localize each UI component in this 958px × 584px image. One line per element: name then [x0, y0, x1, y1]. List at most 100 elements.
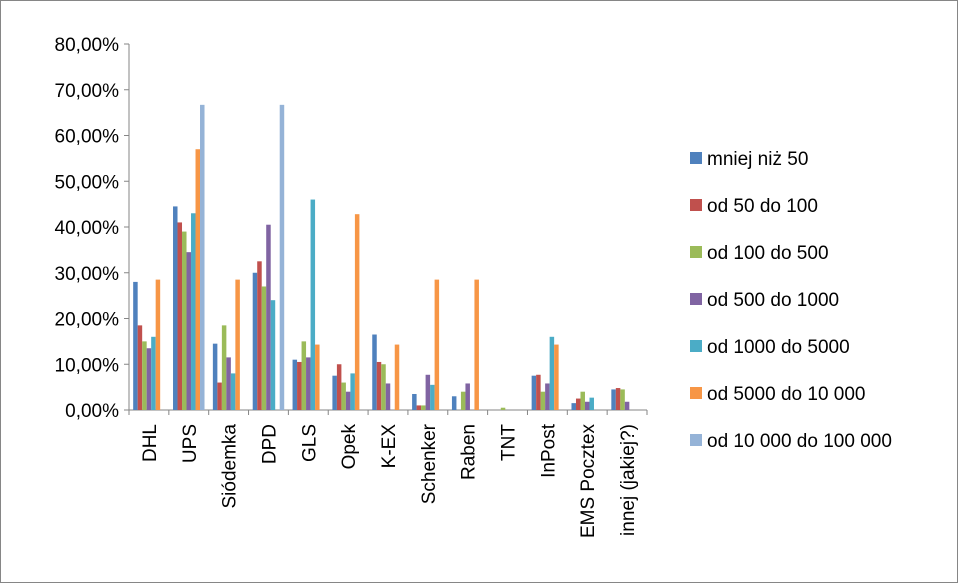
bar — [385, 383, 391, 410]
bar — [575, 398, 581, 410]
bar — [182, 231, 187, 410]
bar — [230, 373, 236, 410]
bar — [315, 344, 320, 410]
category-label: TNT — [499, 424, 520, 461]
bar — [421, 405, 426, 410]
bar — [376, 361, 382, 410]
bar — [540, 391, 546, 410]
bar — [430, 384, 435, 410]
bar — [186, 252, 192, 410]
legend: mniej niż 50 od 50 do 100 od 100 do 500 od … — [690, 149, 892, 452]
legend-label: mniej niż 50 — [707, 149, 808, 170]
category-label: EMS Pocztex — [578, 424, 599, 539]
y-tick-label: 40,00% — [55, 218, 120, 239]
bar — [292, 359, 298, 410]
category-label: Opek — [339, 424, 360, 470]
bar — [500, 407, 506, 410]
bar — [460, 391, 466, 410]
bar — [310, 199, 316, 410]
bar — [434, 279, 440, 410]
bar — [279, 104, 285, 410]
bar — [217, 382, 222, 410]
category-label: GLS — [299, 424, 320, 462]
legend-label: od 500 do 1000 — [707, 290, 839, 311]
y-tick-label: 20,00% — [55, 310, 120, 331]
legend-swatch — [690, 293, 702, 305]
bar — [191, 213, 196, 410]
bar — [341, 382, 346, 410]
bar — [142, 341, 147, 410]
category-label: Raben — [459, 424, 480, 480]
bar — [235, 279, 240, 410]
y-tick-label: 80,00% — [55, 35, 120, 56]
bar — [412, 393, 417, 410]
bars — [133, 104, 630, 410]
bar — [394, 344, 400, 410]
bar — [589, 397, 594, 410]
bar — [221, 325, 227, 410]
category-label: DPD — [259, 424, 280, 464]
bar — [151, 336, 156, 410]
bar — [345, 391, 351, 410]
category-label: Siódemka — [220, 424, 241, 509]
category-label: DHL — [140, 424, 161, 462]
legend-swatch — [690, 434, 702, 446]
legend-label: od 100 do 500 — [707, 243, 829, 264]
bar — [173, 206, 178, 410]
category-labels: DHL UPS Siódemka DPD GLS Opek K-EX Schenker Rabe… — [140, 423, 639, 538]
category-label: innej (jakiej?) — [618, 424, 639, 536]
bar — [416, 405, 422, 410]
legend-label: od 50 do 100 — [707, 196, 818, 217]
bar — [301, 341, 307, 410]
bar — [465, 383, 470, 410]
category-label: K-EX — [379, 424, 400, 469]
bar — [146, 348, 152, 410]
bar — [155, 279, 161, 410]
y-tick-label: 0,00% — [65, 401, 119, 422]
bar — [381, 364, 386, 410]
bar — [611, 389, 616, 410]
bar — [545, 383, 550, 410]
bar — [332, 375, 337, 410]
bar — [624, 401, 630, 410]
bar — [620, 389, 625, 410]
bar — [297, 361, 302, 410]
legend-swatch — [690, 340, 702, 352]
bar — [252, 272, 258, 410]
bar — [270, 300, 276, 410]
bar — [350, 373, 355, 410]
bar — [261, 286, 267, 410]
bar — [584, 401, 590, 410]
legend-label: od 5000 do 10 000 — [707, 384, 866, 405]
bar — [133, 281, 138, 410]
legend-swatch — [690, 387, 702, 399]
bar — [571, 403, 576, 410]
y-tick-labels: 0,00% 10,00% 20,00% 30,00% 40,00% 50,00% 60,00… — [55, 35, 120, 422]
bar — [549, 336, 555, 410]
bar — [615, 388, 621, 410]
bar — [580, 391, 585, 410]
y-tick-label: 10,00% — [55, 355, 120, 376]
bar — [531, 375, 537, 410]
legend-swatch — [690, 246, 702, 258]
category-label: UPS — [180, 424, 201, 463]
bar — [425, 374, 431, 410]
bar — [451, 396, 457, 410]
bar — [554, 344, 559, 410]
bar — [177, 222, 183, 410]
bar — [257, 261, 262, 410]
bar — [200, 104, 205, 410]
bar — [306, 357, 311, 410]
bar — [354, 214, 360, 410]
legend-swatch — [690, 199, 702, 211]
legend-label: od 10 000 do 100 000 — [707, 431, 892, 452]
y-tick-label: 60,00% — [55, 127, 120, 148]
y-tick-label: 50,00% — [55, 172, 120, 193]
bar — [372, 334, 377, 410]
y-tick-label: 70,00% — [55, 81, 120, 102]
legend-label: od 1000 do 5000 — [707, 337, 850, 358]
bar — [536, 374, 541, 410]
bar — [474, 279, 479, 410]
